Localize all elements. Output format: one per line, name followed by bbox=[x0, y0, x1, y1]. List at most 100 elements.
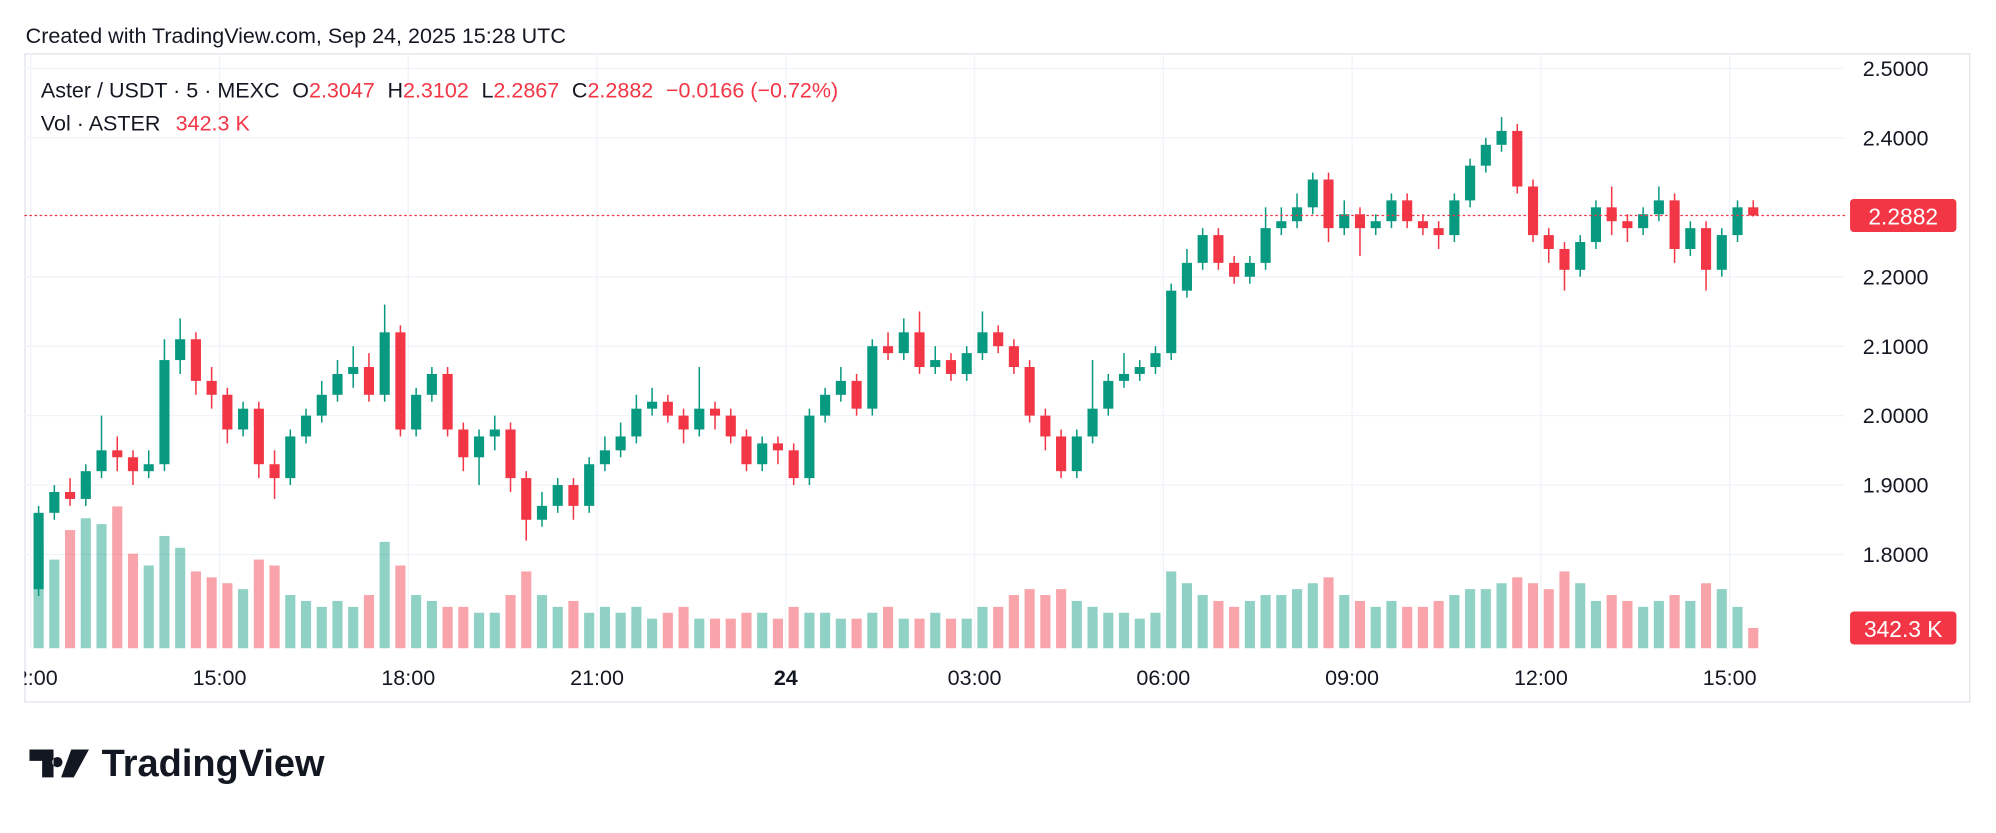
volume-bar bbox=[1008, 595, 1019, 649]
volume-bar bbox=[930, 612, 941, 649]
volume-bar bbox=[395, 565, 406, 649]
candle-body bbox=[1700, 228, 1712, 270]
volume-bar bbox=[348, 606, 359, 649]
candle-body bbox=[788, 450, 799, 479]
volume-badge-label: 342.3 K bbox=[1864, 616, 1942, 642]
candle-body bbox=[127, 457, 139, 472]
volume-bar bbox=[1197, 595, 1208, 649]
brand: TradingView bbox=[102, 743, 325, 785]
volume-bar bbox=[1166, 571, 1177, 649]
volume-bar bbox=[521, 571, 532, 649]
candle-body bbox=[1056, 436, 1067, 472]
candle-body bbox=[867, 346, 878, 409]
volume-bar bbox=[1575, 583, 1586, 649]
volume-bar bbox=[1276, 595, 1287, 649]
volume-bar bbox=[851, 618, 862, 649]
volume-bar bbox=[1638, 606, 1649, 649]
candle-body bbox=[662, 401, 673, 416]
candle-body bbox=[993, 332, 1004, 347]
volume-bar bbox=[112, 506, 123, 649]
logo: TradingView bbox=[29, 743, 325, 785]
change: −0.0166 (−0.72%) bbox=[666, 78, 838, 102]
candle-body bbox=[1150, 353, 1161, 368]
candle-body bbox=[1527, 186, 1539, 236]
candle-body bbox=[473, 436, 485, 458]
candle-body bbox=[820, 394, 831, 416]
x-tick-label: 18:00 bbox=[381, 666, 435, 690]
volume-bar bbox=[1260, 595, 1271, 649]
volume-bar bbox=[1087, 606, 1098, 649]
ohlc-label: C bbox=[572, 78, 588, 102]
volume-bar bbox=[300, 600, 312, 649]
candle-body bbox=[882, 346, 894, 354]
volume-bar bbox=[505, 595, 516, 649]
volume-bar bbox=[253, 559, 264, 649]
candle-body bbox=[851, 380, 862, 409]
volume-bar bbox=[426, 600, 437, 649]
candle-body bbox=[1606, 207, 1617, 222]
volume-bar bbox=[473, 612, 485, 649]
volume-bar bbox=[1496, 583, 1507, 649]
volume-bar bbox=[1732, 606, 1743, 649]
volume-bar bbox=[49, 559, 60, 649]
volume-bar bbox=[804, 612, 815, 649]
x-tick-label: 15:00 bbox=[193, 666, 247, 690]
candle-body bbox=[1465, 165, 1476, 201]
volume-bar bbox=[961, 618, 972, 649]
volume-bar bbox=[1323, 577, 1334, 649]
volume-bar bbox=[332, 600, 343, 649]
candle-body bbox=[411, 394, 422, 430]
candle-body bbox=[694, 408, 705, 430]
volume-bar bbox=[1103, 612, 1114, 649]
y-tick-label: 1.9000 bbox=[1863, 474, 1929, 498]
volume-bar bbox=[64, 530, 76, 649]
candle-body bbox=[96, 450, 107, 472]
volume-bar bbox=[1370, 606, 1381, 649]
volume-bar bbox=[1559, 571, 1570, 649]
candle-body bbox=[363, 367, 375, 395]
candle-body bbox=[426, 373, 437, 395]
volume-bar bbox=[882, 606, 894, 649]
x-tick-label: 15:00 bbox=[1703, 666, 1757, 690]
candle-body bbox=[1260, 228, 1271, 263]
candle-body bbox=[1118, 373, 1130, 381]
volume-bar bbox=[898, 618, 909, 649]
candle-body bbox=[977, 332, 988, 354]
volume-bar bbox=[725, 618, 736, 649]
x-tick-label: 12:00 bbox=[1514, 666, 1568, 690]
volume-bar bbox=[977, 606, 988, 649]
x-tick-label: 06:00 bbox=[1136, 666, 1190, 690]
candle-body bbox=[442, 373, 453, 430]
candle-body bbox=[1653, 200, 1664, 215]
candle-body bbox=[709, 408, 721, 416]
volume-bar bbox=[379, 541, 390, 649]
candle-body bbox=[615, 436, 626, 451]
candle-body bbox=[1087, 408, 1098, 437]
ohlc-value: 2.3102 bbox=[403, 78, 469, 102]
candle-body bbox=[1370, 221, 1381, 229]
volume-bar bbox=[222, 583, 233, 649]
candle-body bbox=[1559, 248, 1570, 270]
volume-bar bbox=[1386, 600, 1397, 649]
volume-bar bbox=[1056, 589, 1067, 649]
volume-bar bbox=[1134, 618, 1145, 649]
grid bbox=[24, 53, 1844, 649]
axes: 12:00 15:00 18:00 21:00 24 03:00 06:00 09:00 12:… bbox=[24, 666, 1757, 690]
volume-bar bbox=[1417, 606, 1428, 649]
candle-body bbox=[1512, 130, 1523, 187]
ohlc-value: 2.2882 bbox=[587, 78, 653, 102]
volume-bar bbox=[316, 606, 327, 649]
volume-bar bbox=[1669, 595, 1680, 649]
volume-bar bbox=[945, 618, 957, 649]
volume-bar bbox=[442, 606, 453, 649]
candle-body bbox=[568, 485, 579, 506]
legend: Aster / USDT · 5 · MEXC O2.3047 H2.3102 L2.… bbox=[41, 78, 838, 102]
volume-bar bbox=[1480, 589, 1491, 649]
x-tick-label: 03:00 bbox=[948, 666, 1002, 690]
candle-body bbox=[222, 394, 233, 430]
candle-body bbox=[898, 332, 909, 354]
ohlc-label: H bbox=[387, 78, 403, 102]
volume-layer bbox=[33, 506, 1759, 649]
candle-body bbox=[1008, 346, 1019, 368]
last-price-badge bbox=[1850, 199, 1957, 232]
